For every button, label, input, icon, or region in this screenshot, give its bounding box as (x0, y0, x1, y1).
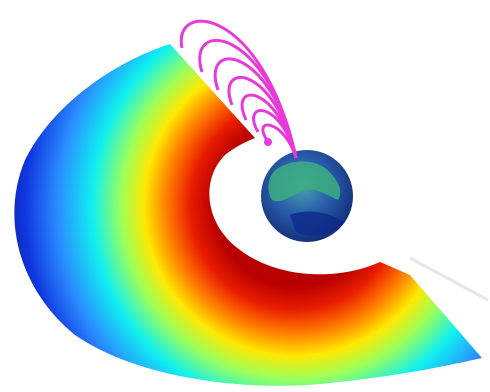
continents (268, 161, 341, 202)
field-line (179, 19, 298, 159)
radiation-belt (14, 44, 482, 386)
continents (290, 211, 345, 236)
field-lines (179, 19, 298, 159)
notch-shadow (409, 256, 489, 302)
field-footpoint (264, 138, 272, 146)
